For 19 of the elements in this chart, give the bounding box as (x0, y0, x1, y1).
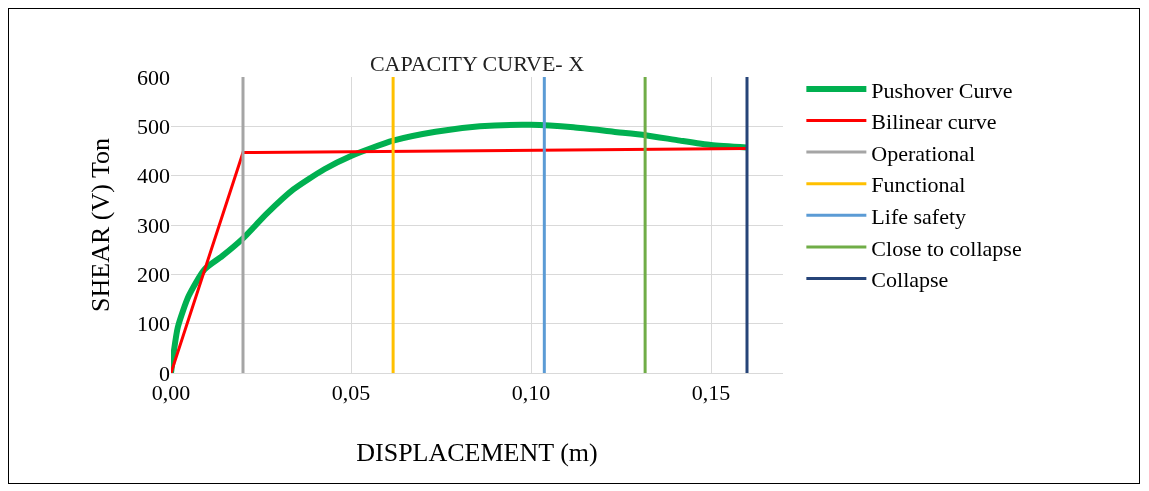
x-tick-label: 0,05 (331, 380, 371, 406)
legend-label: Pushover Curve (871, 77, 1013, 103)
legend-label: Close to collapse (871, 235, 1022, 261)
legend-label: Functional (871, 172, 966, 198)
x-tick-label: 0,15 (691, 380, 731, 406)
chart-title: CAPACITY CURVE- X (369, 51, 585, 76)
y-tick-label: 100 (137, 311, 170, 337)
y-tick-label: 500 (137, 114, 170, 140)
legend-label: Operational (871, 140, 976, 166)
legend-label: Collapse (871, 267, 949, 293)
x-axis-title: DISPLACEMENT (m) (356, 438, 598, 467)
legend-label: Life safety (871, 203, 967, 229)
y-axis-title: SHEAR (V) Ton (86, 138, 115, 312)
y-tick-label: 300 (137, 212, 170, 238)
y-tick-label: 200 (137, 262, 170, 288)
legend-label: Bilinear curve (871, 109, 997, 135)
y-tick-label: 600 (137, 64, 170, 90)
x-tick-label: 0,10 (511, 380, 551, 406)
y-tick-label: 400 (137, 163, 170, 189)
